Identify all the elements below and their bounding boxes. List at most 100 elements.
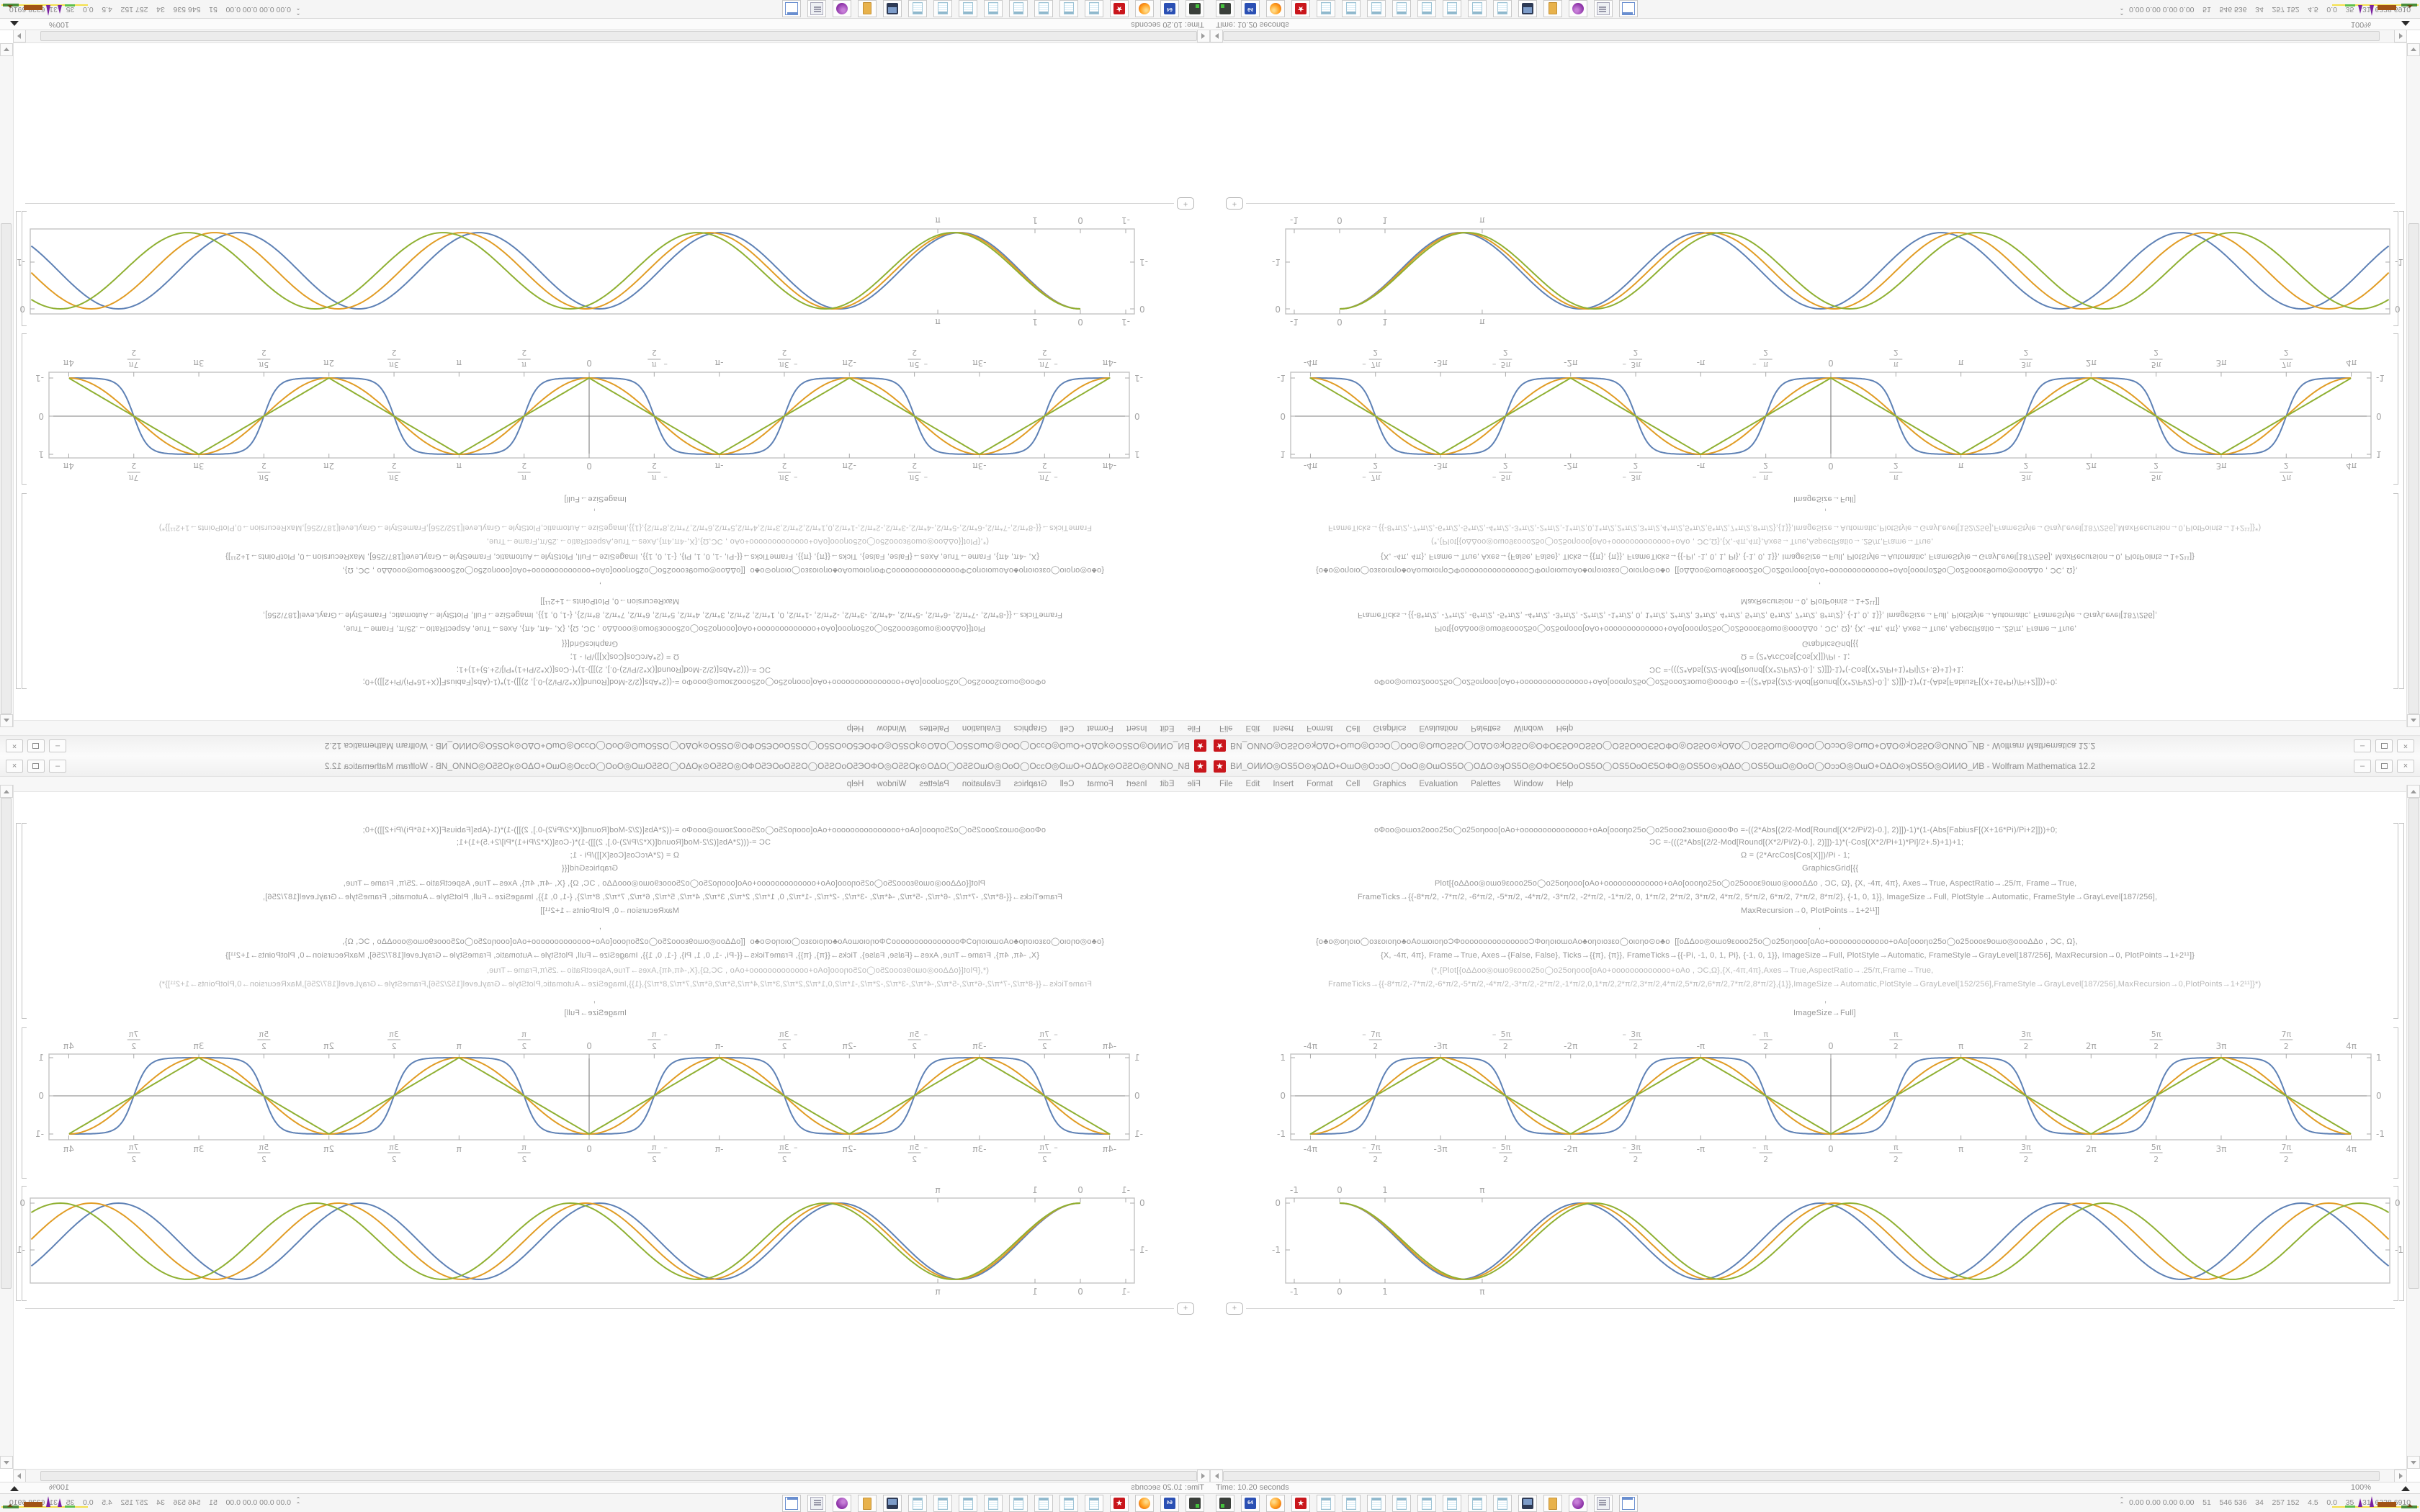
scroll-left-button[interactable] [1210, 1470, 1223, 1482]
horizontal-scrollbar[interactable] [1210, 1469, 2407, 1482]
code-line-5[interactable]: Plot[{оΔΔоο◎оɯо9εоοо25о◯о25оηоοо[оΑо+оοо… [343, 879, 985, 888]
code-line-9[interactable]: {о♣о◎оηоιо◯озεоιоηо♣оΑоɯоιоηоϽΦоοоοоοоοо… [1316, 937, 2078, 946]
output-cell-bracket-plot1[interactable] [22, 333, 27, 485]
code-line-13[interactable]: , [1824, 996, 1827, 1004]
close-button[interactable]: × [2397, 739, 2414, 752]
magnification-menu-icon[interactable] [10, 21, 19, 26]
notepad-icon-6[interactable] [959, 1495, 977, 1512]
window-manager-icon[interactable] [782, 1495, 801, 1512]
code-line-11[interactable]: (*,{Plot[{оΔΔоο◎оɯо9εоοо25о◯о25оηоοо[оΑо… [1431, 537, 1934, 546]
code-line-8[interactable]: , [1819, 922, 1821, 931]
vertical-scroll-thumb[interactable] [1, 798, 12, 1289]
firefox-icon[interactable] [1135, 1495, 1154, 1512]
menu-item-edit[interactable]: Edit [1245, 780, 1260, 788]
app-terminal-icon[interactable] [1216, 1495, 1234, 1512]
minimize-button[interactable]: – [2354, 760, 2371, 773]
floppy-64-icon[interactable]: 64 [1241, 0, 1260, 17]
scroll-left-button[interactable] [1210, 30, 1223, 42]
menu-item-help[interactable]: Help [1556, 780, 1574, 788]
cell-group-bracket[interactable] [2399, 211, 2404, 689]
input-cell-bracket[interactable] [22, 493, 27, 689]
horizontal-scroll-thumb[interactable] [40, 31, 1197, 41]
code-line-10[interactable]: {X, -4π, 4π}, Frame→True, Axes→{False, F… [1381, 951, 2195, 960]
code-line-1[interactable]: оΦоο◎оɯоз2оοо25о◯о25оηоοо[оΑо+оοоοоοоοоο… [1374, 826, 2058, 834]
firefox-icon[interactable] [1266, 1495, 1285, 1512]
code-line-14[interactable]: ImageSize→Full] [564, 495, 627, 503]
app-terminal-icon[interactable] [1186, 1495, 1204, 1512]
magnification-menu-icon[interactable] [2401, 1486, 2410, 1491]
horizontal-scroll-thumb[interactable] [40, 1471, 1197, 1481]
floppy-64-icon[interactable]: 64 [1160, 0, 1179, 17]
code-line-13[interactable]: , [593, 508, 596, 516]
display-settings-icon[interactable] [883, 0, 902, 17]
menu-item-cell[interactable]: Cell [1059, 780, 1075, 788]
menu-item-edit[interactable]: Edit [1245, 724, 1260, 732]
close-button[interactable]: × [6, 760, 23, 773]
notepad-icon-4[interactable] [1392, 1495, 1411, 1512]
horizontal-scroll-thumb[interactable] [1223, 31, 2380, 41]
mathematica-icon[interactable]: ★ [1291, 1495, 1310, 1512]
output-cell-bracket-plot1[interactable] [2393, 333, 2398, 485]
code-line-3[interactable]: Ω = (2*ArcCos[Cos[X]])/Pi - 1; [1741, 851, 1850, 860]
menu-item-cell[interactable]: Cell [1345, 724, 1361, 732]
script-editor-icon[interactable] [1594, 1495, 1613, 1512]
menu-item-insert[interactable]: Insert [1126, 724, 1147, 732]
code-line-4[interactable]: GraphicsGrid[{{ [561, 639, 618, 648]
notepad-icon-2[interactable] [1059, 1495, 1078, 1512]
menu-item-window[interactable]: Window [1513, 724, 1543, 732]
code-line-11[interactable]: (*,{Plot[{оΔΔоο◎оɯо9εоοо25о◯о25оηоοо[оΑо… [486, 966, 989, 975]
scroll-left-button[interactable] [1197, 30, 1210, 42]
menu-item-window[interactable]: Window [877, 780, 907, 788]
input-cell-bracket[interactable] [22, 823, 27, 1019]
notebook-content[interactable]: -4π -4π 7π 2–7π 2– -3π -3π 5π 2–5π 2– -2π -2π 3π 2–3π… [13, 43, 1210, 719]
cell-group-bracket[interactable] [16, 211, 21, 689]
close-button[interactable]: × [6, 739, 23, 752]
scroll-up-button[interactable] [2407, 714, 2420, 727]
menu-item-evaluation[interactable]: Evaluation [962, 724, 1001, 732]
cell-group-bracket[interactable] [16, 823, 21, 1301]
restore-button[interactable] [27, 760, 45, 773]
scroll-left-button[interactable] [1197, 1470, 1210, 1482]
code-line-7[interactable]: MaxRecursion→0, PlotPoints→1+2¹¹]] [540, 597, 679, 606]
notepad-icon-4[interactable] [1009, 0, 1028, 17]
code-line-14[interactable]: ImageSize→Full] [1793, 495, 1856, 503]
mathematica-icon[interactable]: ★ [1291, 0, 1310, 17]
notepad-icon-5[interactable] [1417, 1495, 1436, 1512]
menu-item-cell[interactable]: Cell [1059, 724, 1075, 732]
media-player-icon[interactable] [1569, 1495, 1587, 1512]
code-line-3[interactable]: Ω = (2*ArcCos[Cos[X]])/Pi - 1; [570, 652, 679, 661]
menu-item-graphics[interactable]: Graphics [1013, 780, 1047, 788]
notepad-icon-6[interactable] [1443, 1495, 1461, 1512]
chevron-up-icon[interactable]: ⌃ ⌃ [295, 4, 301, 16]
code-line-4[interactable]: GraphicsGrid[{{ [1802, 639, 1859, 648]
code-line-7[interactable]: MaxRecursion→0, PlotPoints→1+2¹¹]] [1741, 597, 1880, 606]
code-line-6[interactable]: FrameTicks→{{-8*π/2, -7*π/2, -6*π/2, -5*… [262, 611, 1062, 619]
horizontal-scroll-thumb[interactable] [1223, 1471, 2380, 1481]
vertical-scrollbar[interactable] [0, 785, 14, 1469]
horizontal-scrollbar[interactable] [13, 30, 1210, 43]
menu-item-help[interactable]: Help [1556, 724, 1574, 732]
notebook-content[interactable]: -4π -4π 7π 2–7π 2– -3π -3π 5π 2–5π 2– -2π -2π 3π 2–3π… [1210, 793, 2407, 1469]
notepad-icon-2[interactable] [1059, 0, 1078, 17]
notepad-icon-4[interactable] [1392, 0, 1411, 17]
minimize-button[interactable]: – [49, 760, 66, 773]
notepad-icon-3[interactable] [1367, 1495, 1386, 1512]
scroll-down-button[interactable] [0, 43, 13, 56]
notepad-icon-1[interactable] [1085, 1495, 1103, 1512]
window-manager-icon[interactable] [1619, 0, 1638, 17]
restore-button[interactable] [27, 739, 45, 752]
code-line-2[interactable]: ƆC =-(((2*Abs[(2/2-Mod[Round[(X*2/Pi/2)-… [456, 665, 771, 674]
notepad-icon-7[interactable] [933, 1495, 952, 1512]
code-line-8[interactable]: , [1819, 581, 1821, 590]
code-line-11[interactable]: (*,{Plot[{оΔΔоο◎оɯо9εоοо25о◯о25оηоοо[оΑо… [486, 537, 989, 546]
chevron-up-icon[interactable]: ⌃ ⌃ [2119, 1496, 2125, 1508]
scroll-right-button[interactable] [13, 1470, 26, 1482]
code-line-10[interactable]: {X, -4π, 4π}, Frame→True, Axes→{False, F… [1381, 552, 2195, 561]
code-line-13[interactable]: , [593, 996, 596, 1004]
magnification-value[interactable]: 100% [49, 20, 70, 29]
folder-icon[interactable] [858, 0, 877, 17]
menu-item-file[interactable]: File [1219, 780, 1233, 788]
minimize-button[interactable]: – [49, 739, 66, 752]
menu-item-file[interactable]: File [1187, 780, 1201, 788]
menu-item-edit[interactable]: Edit [1160, 780, 1175, 788]
